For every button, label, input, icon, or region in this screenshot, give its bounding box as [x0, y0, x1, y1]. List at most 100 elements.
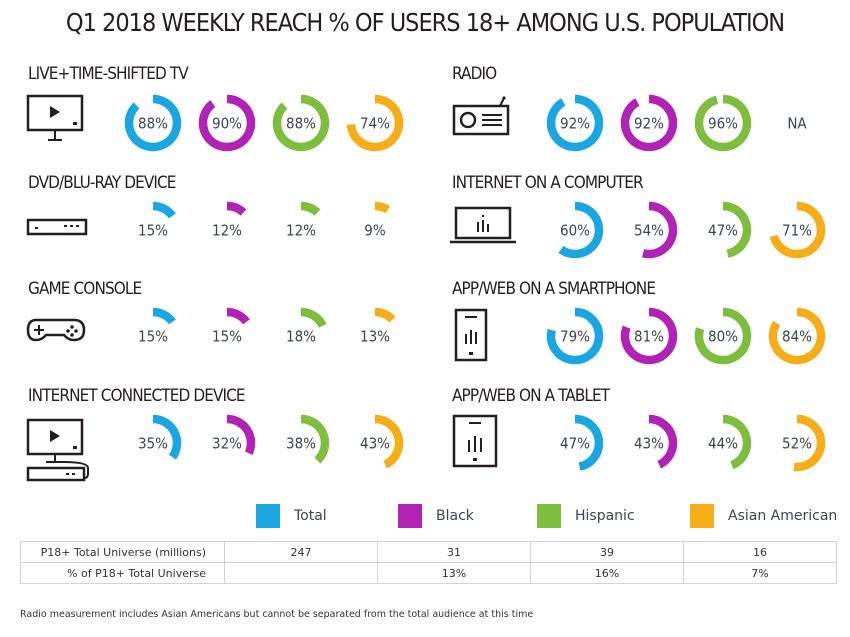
footnote: Radio measurement includes Asian America…: [20, 609, 534, 620]
table-cell: 16%: [530, 562, 684, 584]
donut-label-internet-on-a-computer-hispanic: 47%: [708, 222, 738, 240]
donut-arc-app-web-on-a-tablet-hispanic: [722, 414, 752, 470]
legend-label-asian-american: Asian American: [728, 508, 838, 524]
legend-item-total: Total: [256, 504, 327, 528]
donut-arc-dvd-blu-ray-device-hispanic: [300, 201, 321, 216]
legend-label-hispanic: Hispanic: [575, 508, 635, 524]
donut-arc-radio-hispanic: [694, 94, 752, 152]
category-label-smartphone: APP/WEB ON A SMARTPHONE: [452, 279, 656, 299]
donut-label-dvd-blu-ray-device-hispanic: 12%: [286, 222, 316, 240]
category-label-radio: RADIO: [452, 64, 497, 84]
donut-label-dvd-blu-ray-device-total: 15%: [138, 222, 168, 240]
donut-label-game-console-hispanic: 18%: [286, 328, 316, 346]
donut-arc-game-console-total: [152, 307, 176, 325]
donut-label-game-console-black: 15%: [212, 328, 242, 346]
donut-label-app-web-on-a-tablet-hispanic: 44%: [708, 435, 738, 453]
donut-label-internet-connected-device-total: 35%: [138, 435, 168, 453]
donut-label-internet-on-a-computer-asian-american: 71%: [782, 222, 812, 240]
donut-label-app-web-on-a-smartphone-asian-american: 84%: [782, 328, 812, 346]
donut-label-live-time-shifted-tv-black: 90%: [212, 115, 242, 133]
donut-arc-game-console-black: [226, 307, 250, 325]
donut-arc-live-time-shifted-tv-asian-american: [346, 94, 404, 152]
donut-label-live-time-shifted-tv-asian-american: 74%: [360, 115, 390, 133]
category-label-computer: INTERNET ON A COMPUTER: [452, 173, 644, 193]
donut-label-radio-hispanic: 96%: [708, 115, 738, 133]
category-label-tv: LIVE+TIME-SHIFTED TV: [28, 64, 189, 84]
donut-label-app-web-on-a-tablet-total: 47%: [560, 435, 590, 453]
donut-arc-dvd-blu-ray-device-total: [152, 201, 176, 219]
donut-label-app-web-on-a-smartphone-total: 79%: [560, 328, 590, 346]
donut-arc-app-web-on-a-smartphone-hispanic: [694, 307, 752, 365]
donut-arc-app-web-on-a-tablet-total: [574, 414, 604, 471]
category-label-tablet: APP/WEB ON A TABLET: [452, 386, 610, 406]
table-cell: 31: [377, 541, 531, 563]
legend-swatch-black: [398, 504, 422, 528]
table-cell: 16: [683, 541, 837, 563]
legend-item-asian-american: Asian American: [690, 504, 837, 528]
radio-icon: [452, 96, 510, 136]
legend-swatch-asian-american: [690, 504, 714, 528]
donut-arc-internet-on-a-computer-black: [641, 201, 678, 259]
table-cell: 7%: [683, 562, 837, 584]
table-cell: [224, 562, 378, 584]
legend-label-black: Black: [436, 508, 474, 524]
table-cell: 13%: [377, 562, 531, 584]
donut-label-radio-asian-american: NA: [787, 115, 807, 133]
tablet-icon: [452, 414, 498, 468]
smartphone-icon: [454, 308, 488, 362]
donut-arc-dvd-blu-ray-device-asian-american: [374, 201, 391, 214]
donut-arc-internet-on-a-computer-hispanic: [722, 201, 752, 258]
laptop-icon: [450, 206, 516, 244]
table-cell: 39: [530, 541, 684, 563]
category-label-game-console: GAME CONSOLE: [28, 279, 142, 299]
donut-arc-game-console-asian-american: [374, 307, 396, 323]
donut-label-app-web-on-a-smartphone-black: 81%: [634, 328, 664, 346]
donut-arc-app-web-on-a-tablet-asian-american: [793, 414, 826, 472]
donut-arc-live-time-shifted-tv-total: [124, 94, 182, 152]
category-label-dvd: DVD/BLU-RAY DEVICE: [28, 173, 176, 193]
dvd-player-icon: [26, 218, 88, 236]
donut-arc-game-console-hispanic: [300, 307, 327, 328]
donut-arc-internet-connected-device-asian-american: [374, 414, 404, 469]
table-row: P18+ Total Universe (millions) 247 31 39…: [20, 541, 837, 563]
donut-arc-app-web-on-a-smartphone-black: [620, 307, 678, 365]
donut-arc-internet-connected-device-total: [152, 414, 182, 460]
donut-label-internet-on-a-computer-black: 54%: [634, 222, 664, 240]
donut-arc-live-time-shifted-tv-black: [198, 94, 256, 152]
donut-arc-app-web-on-a-tablet-black: [648, 414, 678, 469]
donut-label-game-console-asian-american: 13%: [360, 328, 390, 346]
donut-label-app-web-on-a-smartphone-hispanic: 80%: [708, 328, 738, 346]
donut-label-dvd-blu-ray-device-black: 12%: [212, 222, 242, 240]
donut-label-internet-connected-device-black: 32%: [212, 435, 242, 453]
donut-label-radio-black: 92%: [634, 115, 664, 133]
donut-label-app-web-on-a-tablet-black: 43%: [634, 435, 664, 453]
chart-title: Q1 2018 WEEKLY REACH % OF USERS 18+ AMON…: [65, 8, 785, 37]
donut-arc-app-web-on-a-smartphone-asian-american: [768, 307, 826, 365]
legend-item-black: Black: [398, 504, 474, 528]
table-row-label: % of P18+ Total Universe: [20, 562, 225, 584]
donut-arc-dvd-blu-ray-device-black: [226, 201, 247, 216]
donut-arc-internet-on-a-computer-asian-american: [769, 201, 826, 259]
legend-swatch-hispanic: [537, 504, 561, 528]
game-controller-icon: [26, 318, 86, 342]
donut-arc-radio-black: [620, 94, 678, 152]
table-row-label: P18+ Total Universe (millions): [20, 541, 225, 563]
donut-label-internet-connected-device-hispanic: 38%: [286, 435, 316, 453]
tv-icon: [26, 94, 84, 141]
legend-swatch-total: [256, 504, 280, 528]
donut-arc-internet-on-a-computer-total: [558, 201, 604, 259]
donut-arc-internet-connected-device-black: [226, 414, 256, 456]
donut-arc-app-web-on-a-smartphone-total: [546, 307, 604, 365]
connected-tv-icon: [26, 418, 89, 482]
donut-label-radio-total: 92%: [560, 115, 590, 133]
donut-label-app-web-on-a-tablet-asian-american: 52%: [782, 435, 812, 453]
donut-label-internet-connected-device-asian-american: 43%: [360, 435, 390, 453]
category-label-connected-device: INTERNET CONNECTED DEVICE: [28, 386, 246, 406]
legend-item-hispanic: Hispanic: [537, 504, 635, 528]
reach-donut-charts: 88% 90% 88% 74% 92% 92% 96% NA 15% 12% 12% 9% 60% 54%…: [124, 94, 826, 472]
donut-arc-internet-connected-device-hispanic: [300, 414, 330, 464]
universe-table: P18+ Total Universe (millions) 247 31 39…: [20, 541, 837, 584]
donut-label-dvd-blu-ray-device-asian-american: 9%: [364, 222, 386, 240]
donut-label-game-console-total: 15%: [138, 328, 168, 346]
donut-label-internet-on-a-computer-total: 60%: [560, 222, 590, 240]
